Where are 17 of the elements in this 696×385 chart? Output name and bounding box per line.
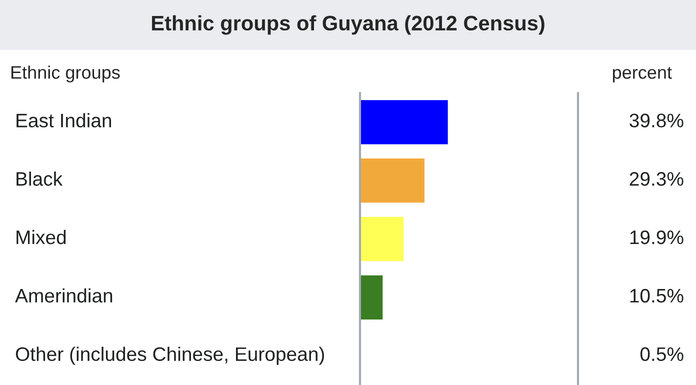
y-tick-label: Black	[16, 172, 63, 186]
chart-title: Ethnic groups of Guyana (2012 Census)	[152, 15, 544, 35]
bar	[360, 274, 384, 321]
data-label: 10.5%	[630, 288, 684, 303]
y-tick-label: Amerindian	[15, 288, 112, 303]
data-label: 39.8%	[630, 114, 684, 128]
text: percent	[612, 66, 672, 82]
y-tick-label: Other (includes Chinese, European)	[16, 346, 324, 365]
bar	[360, 157, 426, 204]
bar	[360, 216, 405, 262]
y-tick-label: Mixed	[16, 230, 66, 244]
data-label: 29.3%	[630, 172, 684, 186]
y-axis-title: Ethnic groups	[11, 66, 120, 82]
bar	[360, 98, 450, 146]
data-label: 19.9%	[630, 230, 684, 244]
y-tick-label: East Indian	[16, 113, 112, 128]
data-label: 0.5%	[640, 347, 684, 362]
